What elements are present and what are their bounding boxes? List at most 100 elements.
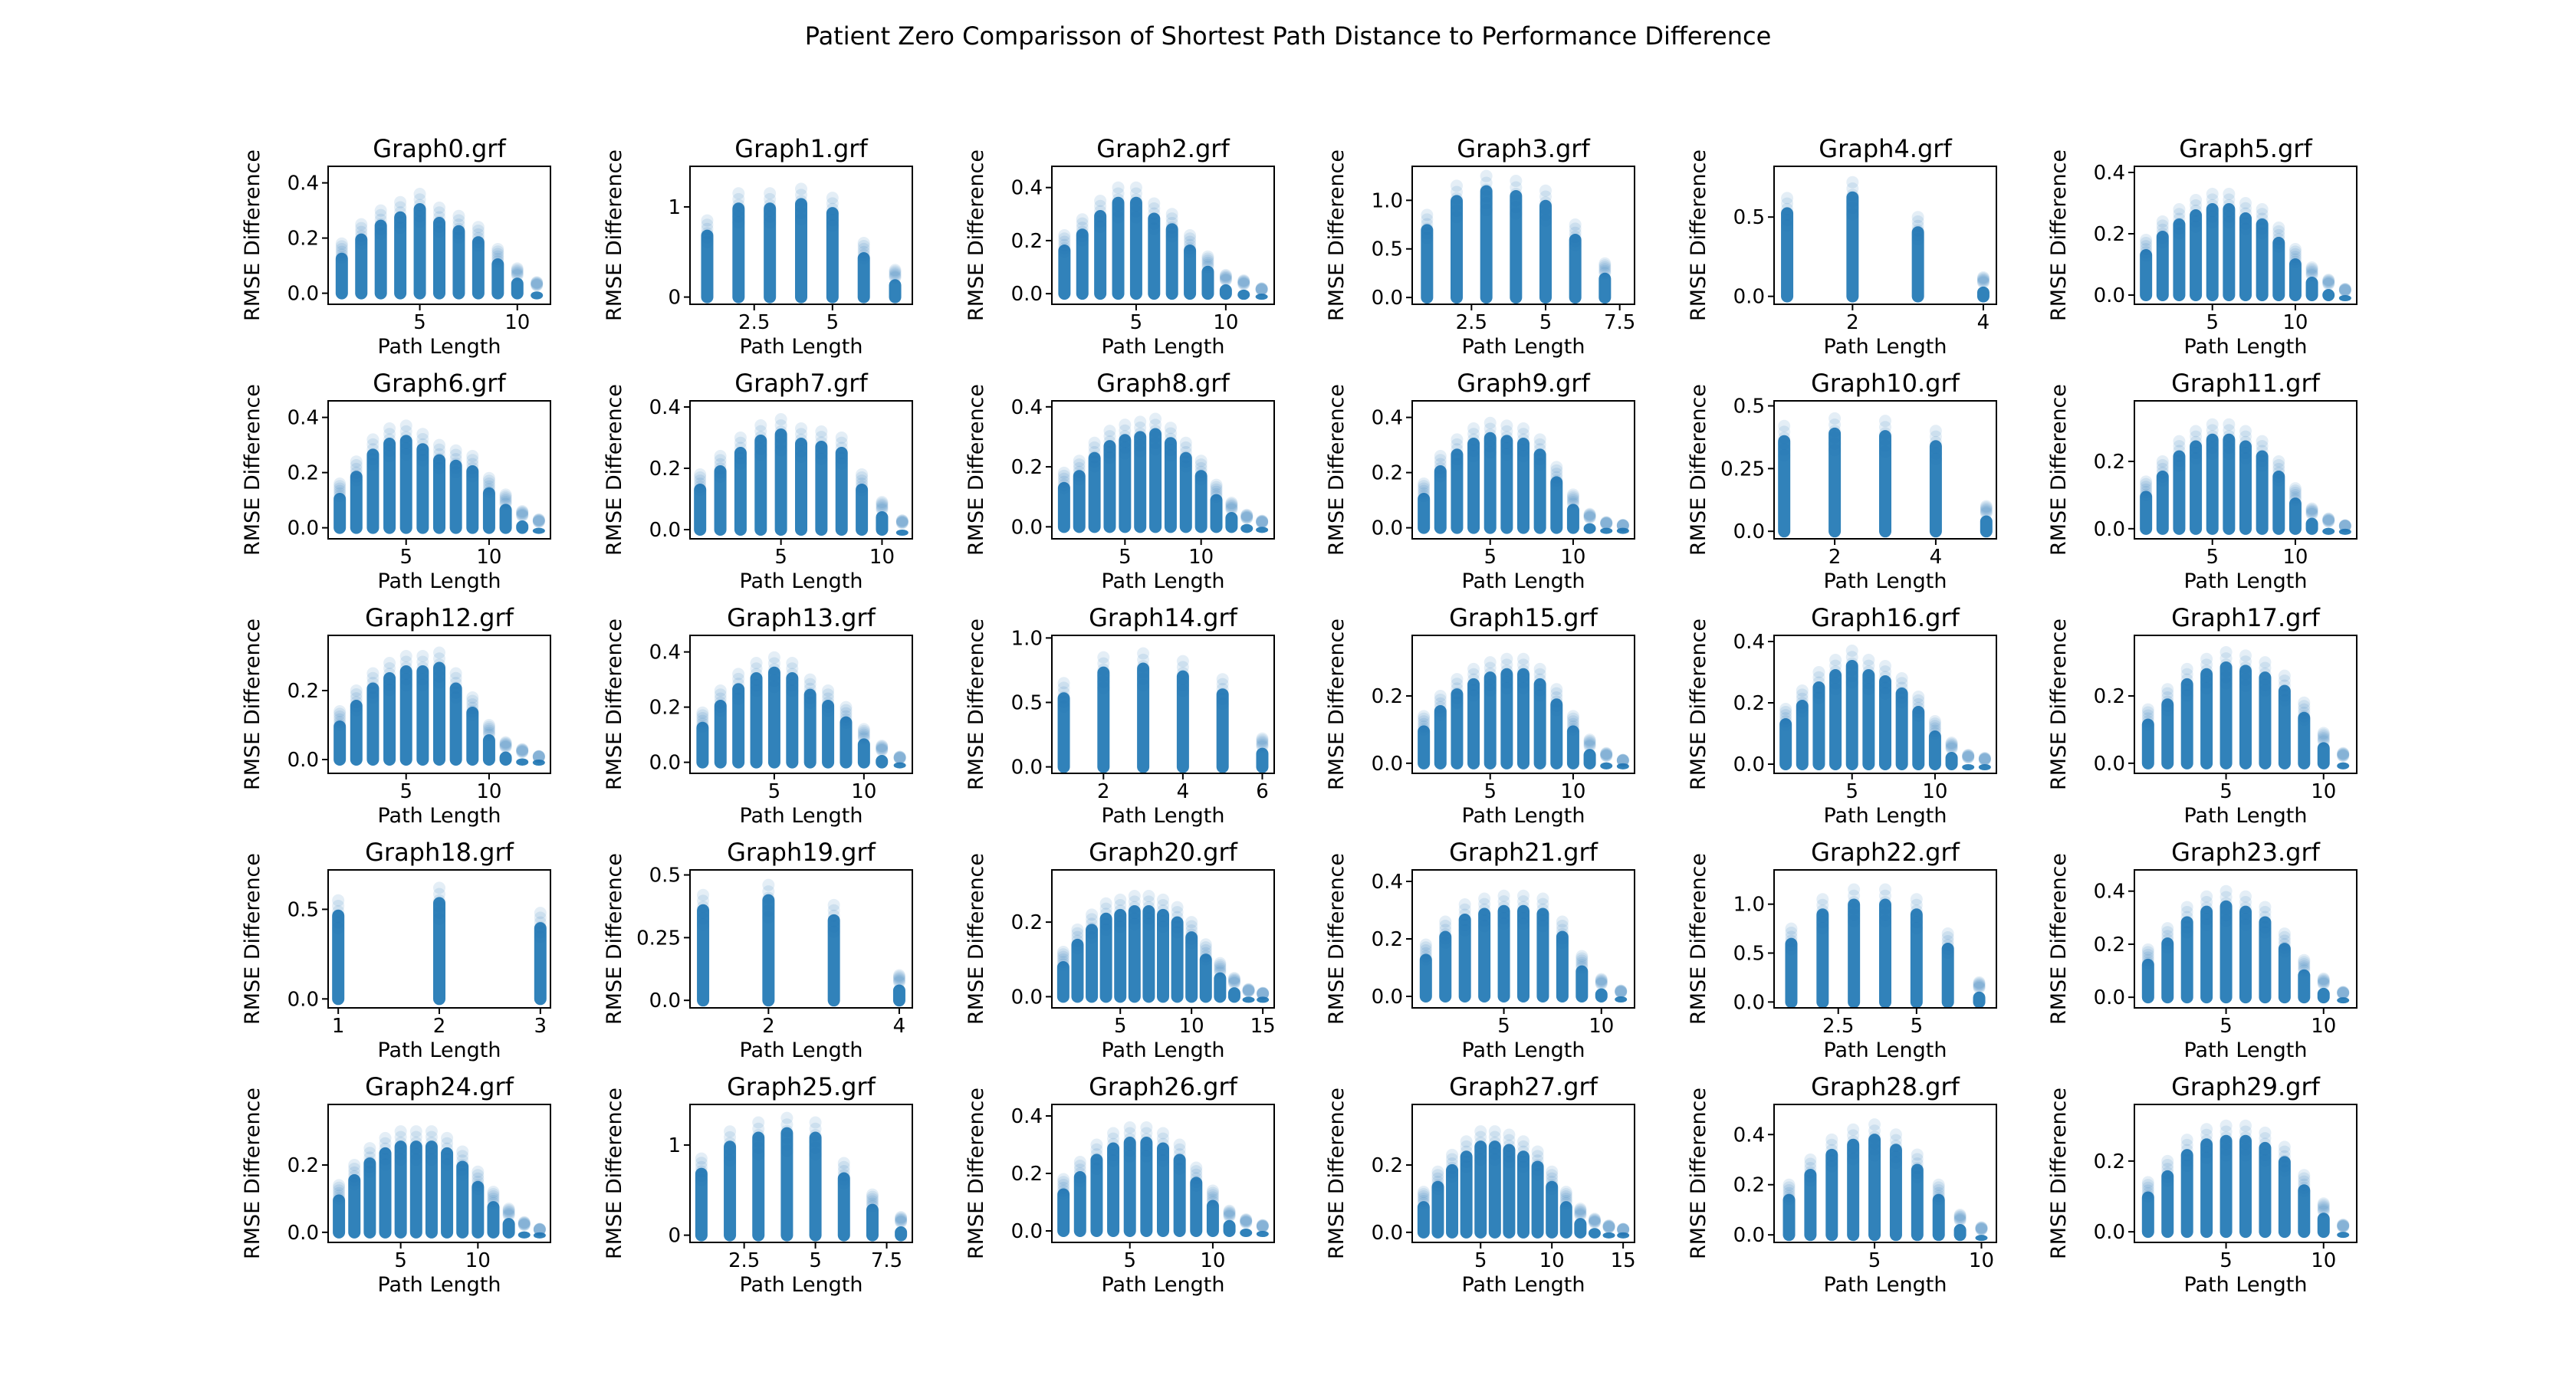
scatter-point <box>2338 528 2351 535</box>
scatter-point <box>2317 973 2330 986</box>
scatter-point <box>822 688 835 701</box>
y-axis-label: RMSE Difference <box>241 384 264 556</box>
scatter-point <box>379 1158 392 1171</box>
scatter-point <box>2317 1205 2330 1218</box>
y-tick-label: 0.2 <box>1011 911 1043 934</box>
scatter-point <box>1134 445 1147 458</box>
scatter-point <box>752 1147 765 1160</box>
scatter-point <box>2305 503 2318 516</box>
scatter-point <box>2141 1191 2154 1239</box>
scatter-point <box>1418 715 1431 728</box>
scatter-point <box>694 471 707 484</box>
scatter-point <box>499 490 512 503</box>
scatter-point <box>491 258 504 300</box>
scatter-point <box>1164 437 1177 533</box>
scatter-point <box>449 457 462 470</box>
scatter-point <box>1256 527 1269 533</box>
scatter-point <box>1932 1186 1945 1199</box>
scatter-point <box>1783 1190 1796 1203</box>
scatter-point <box>1446 1170 1459 1183</box>
scatter-point <box>1600 527 1613 534</box>
scatter-point <box>425 1131 438 1144</box>
scatter-point <box>694 481 707 494</box>
scatter-column <box>1210 478 1223 533</box>
y-tick-label: 0.2 <box>2094 685 2125 708</box>
scatter-point <box>2206 429 2219 442</box>
scatter-point <box>1533 458 1546 471</box>
scatter-point <box>1911 1162 1924 1175</box>
scatter-point <box>1785 930 1798 943</box>
scatter-point <box>1073 455 1086 468</box>
scatter-column <box>350 684 363 766</box>
scatter-point <box>2317 972 2330 985</box>
x-tick-label: 10 <box>2311 780 2336 803</box>
y-axis-label: RMSE Difference <box>241 1088 264 1259</box>
scatter-point <box>518 1217 531 1230</box>
scatter-point <box>1478 903 1491 916</box>
scatter-point <box>1179 451 1192 533</box>
scatter-point <box>482 727 495 740</box>
y-axis-label: RMSE Difference <box>241 149 264 321</box>
scatter-point <box>2259 678 2272 691</box>
scatter-point <box>1848 902 1861 915</box>
scatter-point <box>1210 494 1223 533</box>
scatter-point <box>1184 245 1197 258</box>
scatter-point <box>1779 709 1792 722</box>
scatter-point <box>1595 973 1608 986</box>
scatter-point <box>1176 667 1189 680</box>
scatter-point <box>1783 1184 1796 1197</box>
scatter-point <box>2206 193 2219 206</box>
scatter-point <box>695 1165 708 1178</box>
scatter-point <box>1911 211 1924 224</box>
scatter-column <box>1128 890 1141 1003</box>
scatter-point <box>383 673 396 686</box>
scatter-point <box>499 497 512 510</box>
scatter-point <box>695 1173 708 1186</box>
scatter-point <box>1157 910 1169 923</box>
scatter-point <box>809 1135 822 1148</box>
scatter-point <box>893 751 906 764</box>
scatter-column <box>2322 274 2335 301</box>
scatter-point <box>1480 169 1493 182</box>
scatter-point <box>1165 225 1178 238</box>
scatter-point <box>1845 660 1858 770</box>
scatter-column <box>413 188 426 300</box>
scatter-point <box>1517 445 1530 458</box>
scatter-point <box>752 1122 765 1135</box>
x-tick-label: 2 <box>1846 311 1859 334</box>
scatter-point <box>487 1192 500 1205</box>
scatter-point <box>1157 904 1169 917</box>
scatter-column <box>2278 927 2291 1004</box>
scatter-point <box>1256 1219 1269 1232</box>
scatter-point <box>1978 752 1991 764</box>
scatter-point <box>1137 660 1150 673</box>
scatter-point <box>2180 1144 2193 1157</box>
scatter-point <box>2288 253 2302 266</box>
scatter-point <box>1517 438 1530 451</box>
scatter-point <box>1576 965 1589 1003</box>
scatter-point <box>2338 519 2351 532</box>
scatter-point <box>1421 227 1434 240</box>
scatter-column <box>2200 1123 2213 1239</box>
scatter-point <box>1076 229 1089 242</box>
scatter-point <box>1539 214 1552 227</box>
x-tick-label: 5 <box>399 546 412 569</box>
scatter-point <box>1846 208 1859 221</box>
scatter-point <box>1879 902 1891 915</box>
scatter-point <box>409 1142 422 1155</box>
y-axis-label: RMSE Difference <box>2047 619 2071 790</box>
scatter-point <box>1588 1216 1601 1229</box>
scatter-point <box>2220 658 2233 671</box>
scatter-point <box>1973 976 1986 989</box>
scatter-point <box>456 1145 469 1158</box>
scatter-point <box>2141 1184 2154 1197</box>
scatter-point <box>1879 433 1891 446</box>
axes-frame <box>689 166 913 305</box>
y-tick-label: 0.2 <box>1733 1174 1765 1197</box>
scatter-point <box>1847 1153 1860 1166</box>
scatter-column <box>1157 1127 1169 1237</box>
scatter-point <box>876 504 889 517</box>
